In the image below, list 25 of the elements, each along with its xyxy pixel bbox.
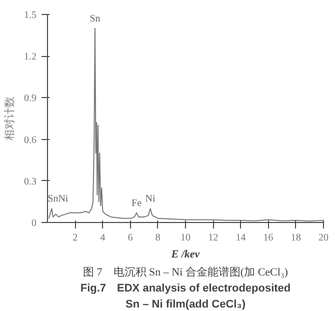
y-tick-label: 0.3 [24,176,36,188]
x-tick-label: 20 [318,232,328,244]
y-tick-label: 0.6 [24,134,36,146]
y-tick-label: 0 [32,218,36,229]
annotation: SnNi [48,194,68,205]
x-tick-label: 4 [100,232,106,244]
x-tick-label: 10 [180,232,190,244]
annotation: Sn [90,13,100,24]
y-axis-title: 相对计数 [3,96,16,140]
caption: 图 7 电沉积 Sn – Ni 合金能谱图(加 CeCl₃) [83,266,288,278]
x-tick-label: 8 [155,232,160,244]
annotation: Fe [132,198,142,209]
x-tick-label: 2 [72,232,78,244]
x-tick-label: 18 [290,232,301,244]
y-tick-label: 1.5 [24,10,36,21]
x-tick-label: 6 [128,232,133,244]
y-tick-label: 1.2 [24,52,36,63]
annotation: Ni [145,194,156,205]
x-tick-label: 12 [208,232,218,244]
x-tick-label: 16 [263,232,274,244]
text: Sn – Ni film(add CeCl₃) [126,298,246,310]
caption: Fig.7 EDX analysis of electrodeposited [80,282,291,294]
x-tick-label: 14 [236,232,246,244]
y-tick-label: 0.9 [24,93,36,104]
x-axis-title: E /kev [170,248,200,260]
